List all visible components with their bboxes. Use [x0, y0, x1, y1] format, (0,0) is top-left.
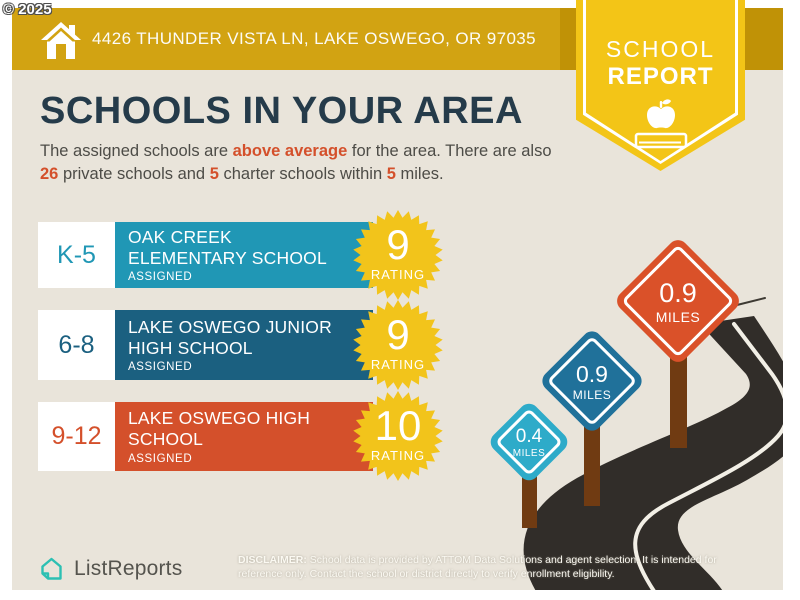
school-row-elementary: K-5 OAK CREEK ELEMENTARY SCHOOL ASSIGNED …: [12, 210, 472, 300]
listreports-house-icon: [41, 557, 62, 580]
disclaimer-text: School data is provided by ATTOM Data So…: [238, 554, 717, 581]
rating-badge: 10 RATING: [352, 390, 444, 482]
school-status: ASSIGNED: [128, 452, 193, 465]
home-icon: [41, 22, 81, 59]
rating-label: RATING: [370, 448, 426, 463]
brand-name: ListReports: [74, 557, 183, 580]
badge-title: SCHOOL REPORT: [576, 36, 745, 91]
starburst-shape: [353, 391, 443, 481]
school-report-badge: SCHOOL REPORT: [576, 0, 745, 171]
school-status: ASSIGNED: [128, 361, 193, 374]
disclaimer-label: DISCLAIMER:: [238, 554, 307, 566]
intro-em-miles: 5: [386, 164, 396, 183]
sign-text: 0.4 MILES: [499, 412, 559, 472]
rating-label: RATING: [370, 357, 426, 372]
road-lane-line: [633, 322, 783, 590]
sign-post-small: [522, 470, 537, 528]
distance-unit: MILES: [655, 308, 701, 325]
road-surface: [523, 316, 783, 590]
road-graphic: [523, 297, 783, 590]
distance-value: 0.4: [515, 425, 543, 447]
sign-post-medium: [584, 416, 600, 506]
grade-range: K-5: [38, 222, 115, 288]
school-name: LAKE OSWEGO HIGH SCHOOL: [128, 408, 311, 449]
distance-sign-0-9-miles-junior: 0.9 MILES: [538, 327, 646, 435]
school-name: OAK CREEK ELEMENTARY SCHOOL: [128, 226, 327, 268]
intro-paragraph: The assigned schools are above average f…: [40, 142, 552, 183]
intro-em-above-average: above average: [232, 142, 348, 160]
starburst-shape: [353, 210, 443, 300]
intro-text: The assigned schools are: [40, 142, 233, 160]
property-address: 4426 THUNDER VISTA LN, LAKE OSWEGO, OR 9…: [92, 29, 537, 48]
apple-on-book-icon: [576, 96, 745, 157]
page-title: SCHOOLS IN YOUR AREA: [40, 90, 523, 132]
distance-value: 0.9: [576, 360, 608, 387]
intro-em-charter-count: 5: [209, 164, 219, 183]
report-canvas: 4426 THUNDER VISTA LN, LAKE OSWEGO, OR 9…: [12, 0, 783, 590]
rating-value: 9: [386, 311, 410, 358]
badge-line1: SCHOOL: [605, 36, 716, 62]
school-status: ASSIGNED: [128, 271, 193, 284]
badge-shadow-right: [745, 8, 783, 70]
distance-sign-0-4-miles: 0.4 MILES: [486, 399, 572, 485]
distance-value: 0.9: [659, 277, 697, 308]
badge-line2: REPORT: [607, 63, 714, 90]
school-bar: LAKE OSWEGO JUNIOR HIGH SCHOOL ASSIGNED: [115, 310, 373, 380]
grade-range: 6-8: [38, 310, 115, 380]
school-bar: LAKE OSWEGO HIGH SCHOOL ASSIGNED: [115, 402, 373, 471]
rating-value: 9: [386, 221, 410, 268]
starburst-shape: [353, 300, 443, 390]
road-horizon-line: [736, 297, 766, 306]
rating-label: RATING: [370, 267, 426, 282]
intro-em-private-count: 26: [40, 164, 59, 183]
sign-text: 0.9 MILES: [632, 255, 724, 347]
copyright-text: © 2025: [3, 1, 52, 18]
sign-text: 0.9 MILES: [554, 343, 630, 419]
sign-post-large: [670, 344, 687, 448]
disclaimer: DISCLAIMER: School data is provided by A…: [238, 553, 720, 581]
rating-badge: 9 RATING: [352, 299, 444, 391]
badge-shadow-left: [560, 8, 576, 70]
school-row-junior-high: 6-8 LAKE OSWEGO JUNIOR HIGH SCHOOL ASSIGN…: [12, 300, 472, 390]
school-bar: OAK CREEK ELEMENTARY SCHOOL ASSIGNED: [115, 222, 373, 288]
distance-unit: MILES: [512, 447, 546, 459]
rating-value: 10: [374, 402, 422, 449]
distance-sign-0-9-miles-high: 0.9 MILES: [612, 235, 744, 367]
school-row-high-school: 9-12 LAKE OSWEGO HIGH SCHOOL ASSIGNED 10 …: [12, 391, 472, 481]
distance-unit: MILES: [572, 387, 612, 402]
rating-badge: 9 RATING: [352, 209, 444, 301]
listreports-logo: ListReports: [38, 551, 182, 587]
grade-range: 9-12: [38, 402, 115, 471]
school-name: LAKE OSWEGO JUNIOR HIGH SCHOOL: [128, 316, 332, 358]
